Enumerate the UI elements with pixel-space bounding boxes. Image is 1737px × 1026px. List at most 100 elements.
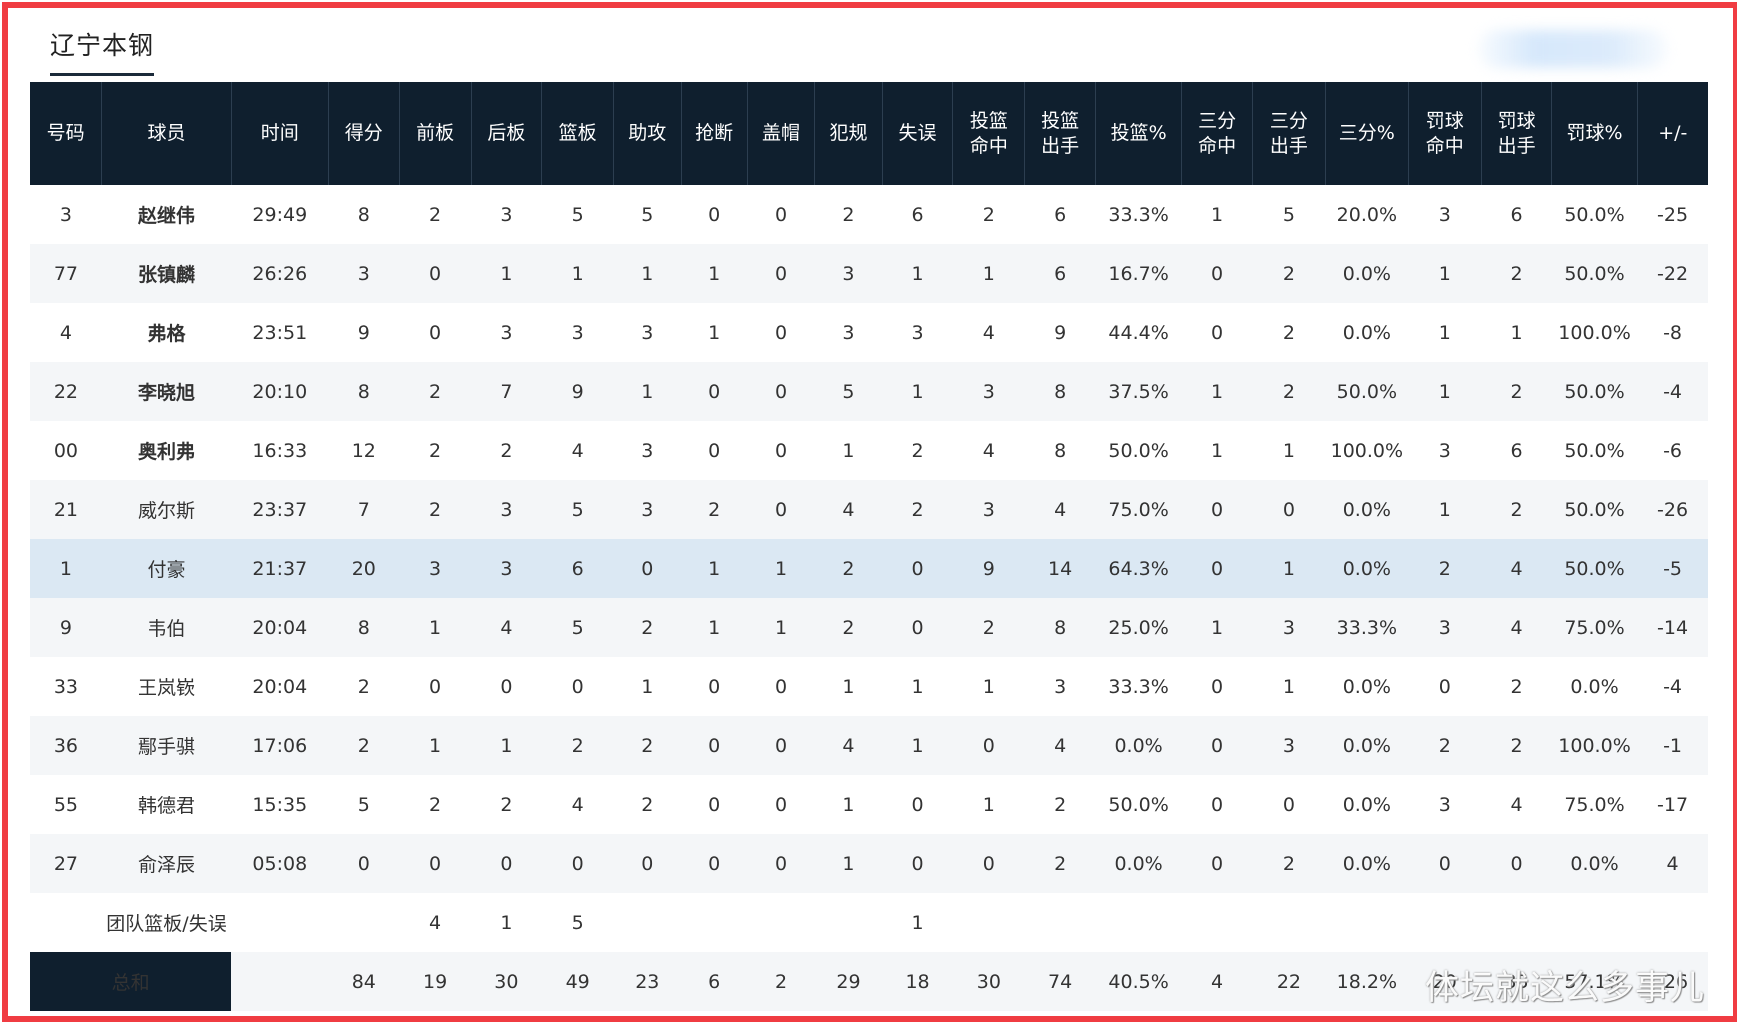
stat-cell: 0 bbox=[747, 834, 815, 893]
player-row[interactable]: 4 弗格 23:51 9 0 3 3 3 1 0 3 3 4 9 44.4% 0 2 0.0% 1 1 100.0% -8 bbox=[30, 303, 1708, 362]
stat-cell: 6 bbox=[911, 203, 924, 226]
column-header[interactable]: 三分 命中 bbox=[1181, 82, 1253, 185]
player-row[interactable]: 77 张镇麟 26:26 3 0 1 1 1 1 0 3 1 1 6 16.7% 0 2 0.0% 1 2 50.0% -… bbox=[30, 244, 1708, 303]
column-header[interactable]: 罚球% bbox=[1551, 82, 1638, 185]
stat-cell: 74 bbox=[1024, 952, 1096, 1011]
stat-cell: 1 bbox=[471, 893, 542, 952]
column-header[interactable]: 犯规 bbox=[814, 82, 883, 185]
blurred-button[interactable] bbox=[1478, 30, 1668, 68]
column-header[interactable]: 投篮% bbox=[1095, 82, 1183, 185]
stat-cell: 2 bbox=[911, 439, 924, 462]
column-header[interactable]: 号码 bbox=[30, 82, 103, 185]
column-header[interactable]: 篮板 bbox=[541, 82, 615, 185]
stat-cell: 3 bbox=[399, 539, 472, 598]
player-row[interactable]: 22 李晓旭 20:10 8 2 7 9 1 0 0 5 1 3 8 37.5% 1 2 50.0% 1 2 50.0%… bbox=[30, 362, 1708, 421]
stat-cell: 100.0% bbox=[1330, 439, 1404, 462]
stat-cell: 4 bbox=[814, 480, 883, 539]
player-name[interactable]: 韦伯 bbox=[101, 598, 232, 657]
stat-cell: 9 bbox=[952, 539, 1025, 598]
stat-cell: 1 bbox=[471, 244, 542, 303]
player-row[interactable]: 3 赵继伟 29:49 8 2 3 5 5 0 0 2 6 2 6 33.3% 1 5 20.0% 3 6 50.0% -… bbox=[30, 185, 1708, 244]
stat-cell: -1 bbox=[1637, 716, 1708, 775]
player-number: 3 bbox=[59, 203, 72, 226]
player-name[interactable]: 鄢手骐 bbox=[101, 716, 232, 775]
stat-cell: 2 bbox=[1481, 362, 1552, 421]
player-name[interactable]: 赵继伟 bbox=[138, 205, 196, 227]
stat-cell: 5 bbox=[814, 362, 883, 421]
stat-cell: 2 bbox=[399, 480, 472, 539]
stat-cell: 6 bbox=[1024, 244, 1096, 303]
stat-cell: 0 bbox=[952, 716, 1025, 775]
stat-cell: 1 bbox=[747, 598, 815, 657]
stat-cell: 1 bbox=[708, 321, 721, 344]
player-name[interactable]: 王岚嵚 bbox=[138, 677, 196, 699]
column-header[interactable]: 三分% bbox=[1325, 82, 1409, 185]
player-name[interactable]: 威尔斯 bbox=[101, 480, 232, 539]
stat-cell: 0 bbox=[1181, 834, 1253, 893]
stat-cell: 1 bbox=[1211, 439, 1224, 462]
team-tab[interactable]: 辽宁本钢 bbox=[50, 26, 155, 76]
player-row[interactable]: 21 威尔斯 23:37 7 2 3 5 3 2 0 4 2 3 4 75.0% 0 0 0.0% 1 2 50.0% -… bbox=[30, 480, 1708, 539]
player-name[interactable]: 俞泽辰 bbox=[101, 834, 232, 893]
column-header[interactable]: 球员 bbox=[101, 82, 232, 185]
column-header[interactable]: 投篮 出手 bbox=[1024, 82, 1096, 185]
stat-cell: 1 bbox=[952, 244, 1025, 303]
stat-cell: 4 bbox=[1024, 480, 1096, 539]
watermark: 体坛就这么多事儿 bbox=[1425, 968, 1705, 1008]
stat-cell: 0 bbox=[1211, 793, 1224, 816]
player-name[interactable]: 张镇麟 bbox=[101, 244, 232, 303]
stat-cell: 0 bbox=[613, 539, 682, 598]
stat-cell: 3 bbox=[500, 321, 513, 344]
column-header[interactable]: +/- bbox=[1637, 82, 1708, 185]
stat-cell: 3 bbox=[471, 480, 542, 539]
player-row[interactable]: 27 俞泽辰 05:08 0 0 0 0 0 0 0 1 0 0 2 0.0% 0 2 0.0% 0 0 0.0% 4 bbox=[30, 834, 1708, 893]
stat-cell: 14 bbox=[1024, 539, 1096, 598]
column-header[interactable]: 后板 bbox=[471, 82, 543, 185]
stat-cell: 0 bbox=[708, 675, 721, 698]
player-name[interactable]: 付豪 bbox=[101, 539, 232, 598]
player-name[interactable]: 韩德君 bbox=[138, 795, 196, 817]
column-header[interactable]: 失误 bbox=[882, 82, 954, 185]
player-row[interactable]: 00 奥利弗 16:33 12 2 2 4 3 0 0 1 2 4 8 50.0% 1 1 100.0% 3 6 50.… bbox=[30, 421, 1708, 480]
column-header[interactable]: 罚球 命中 bbox=[1408, 82, 1482, 185]
stat-cell: 3 bbox=[952, 362, 1025, 421]
stat-cell: 50.0% bbox=[1551, 539, 1638, 598]
player-row[interactable]: 55 韩德君 15:35 5 2 2 4 2 0 0 1 0 1 2 50.0% 0 0 0.0% 3 4 75.0% -… bbox=[30, 775, 1708, 834]
stat-cell: 0 bbox=[774, 321, 788, 344]
player-row[interactable]: 33 王岚嵚 20:04 2 0 0 0 1 0 0 1 1 1 3 33.3% 0 1 0.0% 0 2 0.0% -4 bbox=[30, 657, 1708, 716]
stat-cell: 2 bbox=[1481, 244, 1552, 303]
player-row[interactable]: 36 鄢手骐 17:06 2 1 1 2 2 0 0 4 1 0 4 0.0% 0 3 0.0% 2 2 100.0% -… bbox=[30, 716, 1708, 775]
stat-cell: 0 bbox=[774, 203, 788, 226]
column-header[interactable]: 时间 bbox=[231, 82, 329, 185]
stat-cell: 5 bbox=[541, 598, 614, 657]
stat-cell: 1 bbox=[681, 244, 748, 303]
stat-cell: 4 bbox=[1481, 539, 1552, 598]
column-header[interactable]: 罚球 出手 bbox=[1481, 82, 1553, 185]
column-header[interactable]: 投篮 命中 bbox=[952, 82, 1026, 185]
stat-cell: 57.1% bbox=[1551, 952, 1638, 1011]
column-header[interactable]: 前板 bbox=[399, 82, 472, 185]
stat-cell: 0 bbox=[541, 834, 614, 893]
player-row[interactable]: 9 韦伯 20:04 8 1 4 5 2 1 1 2 0 2 8 25.0% 1 3 33.3% 3 4 75.0% -1… bbox=[30, 598, 1708, 657]
column-header[interactable]: 三分 出手 bbox=[1252, 82, 1326, 185]
player-name[interactable]: 李晓旭 bbox=[101, 362, 232, 421]
player-number: 21 bbox=[30, 480, 102, 539]
stat-cell: 0.0% bbox=[1325, 244, 1409, 303]
stat-cell: 50.0% bbox=[1551, 480, 1638, 539]
column-header[interactable]: 盖帽 bbox=[747, 82, 816, 185]
stat-cell: 2 bbox=[399, 362, 472, 421]
stat-cell: -26 bbox=[1637, 480, 1708, 539]
column-header[interactable]: 抢断 bbox=[681, 82, 748, 185]
player-row[interactable]: 1 付豪 21:37 20 3 3 6 0 1 1 2 0 9 14 64.3% 0 1 0.0% 2 4 50.0% -… bbox=[30, 539, 1708, 598]
stat-cell: 0.0% bbox=[1325, 716, 1409, 775]
stat-cell: 64.3% bbox=[1095, 539, 1182, 598]
stat-cell: 4 bbox=[814, 716, 883, 775]
player-name[interactable]: 奥利弗 bbox=[138, 441, 196, 463]
stat-cell: 0 bbox=[1252, 480, 1326, 539]
stat-cell: 3 bbox=[613, 480, 682, 539]
column-header[interactable]: 得分 bbox=[328, 82, 400, 185]
column-header[interactable]: 助攻 bbox=[613, 82, 682, 185]
player-name[interactable]: 弗格 bbox=[147, 323, 186, 345]
stat-cell: 50.0% bbox=[1564, 439, 1625, 462]
stat-cell: 0 bbox=[882, 598, 953, 657]
